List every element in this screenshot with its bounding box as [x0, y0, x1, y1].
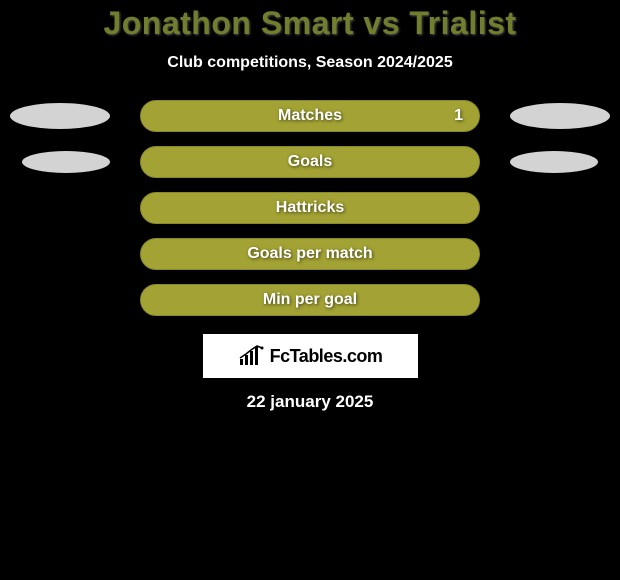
- stat-label: Goals per match: [247, 245, 372, 263]
- stat-value-right: 1: [454, 107, 463, 125]
- stat-row-matches: Matches 1: [0, 100, 620, 132]
- stat-bar: Min per goal: [140, 284, 480, 316]
- infographic-container: Jonathon Smart vs Trialist Club competit…: [0, 0, 620, 580]
- stat-bar: Matches 1: [140, 100, 480, 132]
- stat-label: Matches: [278, 107, 342, 125]
- stat-label: Goals: [288, 153, 332, 171]
- left-value-ellipse: [10, 103, 110, 129]
- left-value-ellipse: [22, 151, 110, 173]
- logo-content: FcTables.com: [238, 345, 383, 367]
- stat-row-goals: Goals: [0, 146, 620, 178]
- stat-row-hattricks: Hattricks: [0, 192, 620, 224]
- date-text: 22 january 2025: [0, 392, 620, 412]
- stat-row-goals-per-match: Goals per match: [0, 238, 620, 270]
- season-subtitle: Club competitions, Season 2024/2025: [0, 54, 620, 72]
- stat-bar: Hattricks: [140, 192, 480, 224]
- logo-text: FcTables.com: [270, 346, 383, 367]
- logo-box: FcTables.com: [203, 334, 418, 378]
- chart-icon: [238, 345, 266, 367]
- comparison-title: Jonathon Smart vs Trialist: [0, 5, 620, 42]
- right-value-ellipse: [510, 151, 598, 173]
- stat-row-min-per-goal: Min per goal: [0, 284, 620, 316]
- stat-label: Min per goal: [263, 291, 357, 309]
- stat-bar: Goals per match: [140, 238, 480, 270]
- stat-bar: Goals: [140, 146, 480, 178]
- stat-label: Hattricks: [276, 199, 344, 217]
- right-value-ellipse: [510, 103, 610, 129]
